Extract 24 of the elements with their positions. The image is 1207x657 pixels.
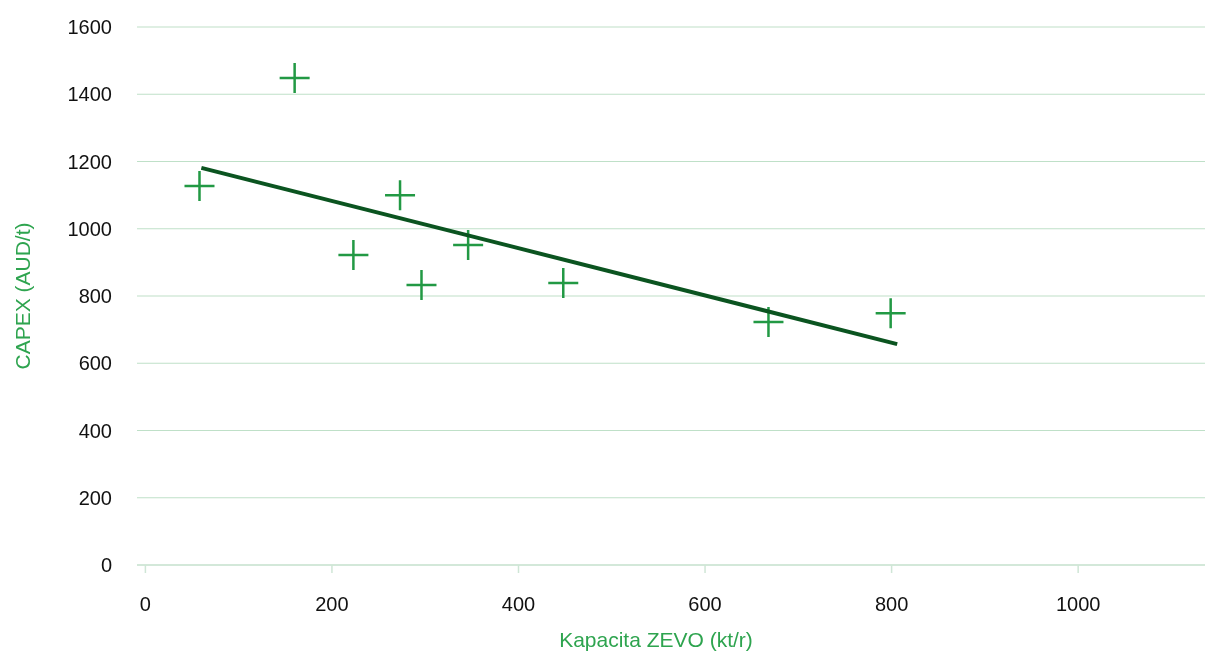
y-tick-label: 400 — [78, 419, 112, 442]
y-axis-title: CAPEX (AUD/t) — [11, 222, 34, 370]
x-tick-label: 1000 — [1055, 593, 1101, 615]
x-axis-title: Kapacita ZEVO (kt/r) — [559, 628, 753, 651]
point — [184, 171, 215, 202]
y-tick-label: 1400 — [67, 83, 112, 106]
y-tick-label: 800 — [78, 285, 112, 307]
point — [279, 63, 310, 94]
y-tick-label: 1600 — [67, 16, 112, 38]
y-tick-label: 0 — [100, 554, 112, 576]
y-tick-label: 600 — [78, 352, 112, 375]
y-tick-label: 1200 — [67, 150, 112, 173]
point — [338, 239, 369, 270]
x-tick-label: 0 — [139, 593, 151, 615]
point — [875, 298, 906, 329]
point — [406, 269, 437, 300]
y-tick-label: 200 — [78, 486, 112, 509]
point — [753, 306, 784, 337]
point — [548, 267, 579, 298]
x-tick-label: 600 — [688, 593, 722, 615]
x-tick-label: 800 — [874, 593, 909, 615]
y-tick-label: 1000 — [67, 217, 112, 240]
x-tick-label: 200 — [315, 593, 349, 615]
x-tick-label: 400 — [501, 593, 536, 615]
